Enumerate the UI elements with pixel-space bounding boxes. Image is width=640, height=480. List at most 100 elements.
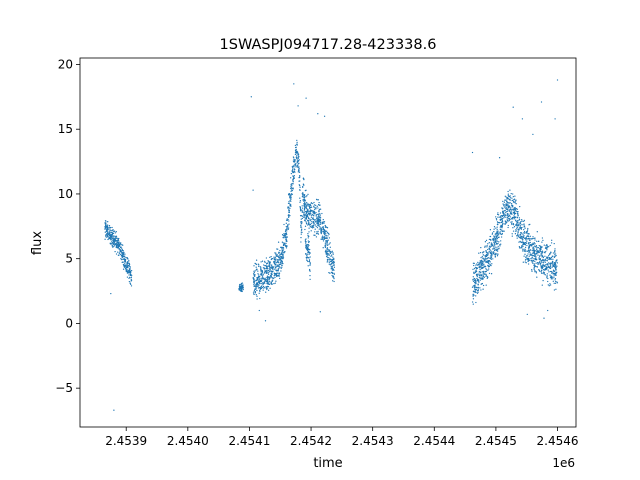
data-point	[286, 228, 288, 230]
data-point	[330, 254, 333, 256]
data-point	[313, 211, 316, 213]
data-point	[536, 261, 539, 264]
data-point	[268, 277, 271, 280]
data-point	[305, 240, 307, 243]
data-point	[305, 97, 307, 99]
data-point	[491, 232, 494, 234]
data-point	[553, 265, 555, 267]
data-point	[555, 266, 557, 268]
data-point	[325, 245, 327, 247]
data-point	[480, 283, 482, 285]
data-point	[522, 238, 524, 241]
data-point	[256, 295, 258, 297]
data-point	[241, 286, 243, 289]
data-point	[110, 239, 112, 241]
data-point	[490, 273, 493, 275]
data-point	[500, 243, 502, 245]
data-point	[273, 282, 275, 285]
data-point	[258, 282, 261, 284]
data-point	[556, 79, 559, 81]
data-point	[286, 218, 288, 220]
data-point	[281, 266, 283, 268]
data-point	[303, 184, 305, 186]
data-point	[484, 255, 486, 257]
x-tick-label: 2.4539	[105, 434, 147, 448]
data-point	[533, 263, 536, 265]
data-point	[330, 260, 332, 263]
data-point	[129, 271, 132, 273]
data-point	[329, 260, 331, 263]
data-point	[269, 287, 271, 289]
data-point	[130, 277, 132, 279]
data-point	[517, 213, 519, 215]
data-point	[505, 216, 507, 218]
data-point	[302, 177, 305, 179]
data-point	[496, 240, 498, 243]
data-point	[550, 256, 553, 259]
data-point	[512, 227, 514, 229]
data-point	[321, 236, 323, 238]
data-point	[482, 252, 484, 254]
data-point	[504, 214, 506, 217]
y-tick-label: 10	[58, 187, 73, 201]
data-point	[324, 251, 327, 253]
data-point	[324, 229, 326, 231]
x-tick-label: 2.4541	[228, 434, 270, 448]
data-point	[500, 216, 502, 219]
data-point	[120, 246, 122, 248]
x-axis: 2.4539 2.4540 2.4541 2.4542 2.4543 2.4544 2.45…	[105, 427, 579, 448]
data-point	[545, 259, 547, 262]
data-point	[518, 227, 520, 229]
data-point	[287, 224, 289, 226]
data-point	[501, 214, 504, 217]
data-point	[509, 216, 511, 218]
data-point	[124, 259, 126, 262]
data-point	[478, 273, 480, 275]
data-point	[541, 241, 543, 243]
data-point	[299, 207, 302, 209]
data-point	[107, 228, 109, 231]
data-point	[110, 231, 112, 233]
data-point	[260, 273, 263, 275]
data-point	[517, 230, 519, 232]
data-point	[131, 274, 133, 277]
data-point	[556, 262, 559, 264]
data-point	[472, 303, 474, 305]
data-point	[273, 257, 275, 260]
data-point	[266, 288, 268, 291]
data-point	[518, 247, 521, 249]
data-point	[294, 159, 296, 161]
data-point	[521, 247, 523, 249]
data-point	[264, 320, 267, 322]
data-point	[300, 208, 302, 211]
data-point	[500, 214, 503, 217]
data-point	[548, 262, 550, 264]
data-point	[308, 207, 311, 209]
data-point	[478, 264, 480, 266]
data-point	[496, 237, 499, 240]
data-point	[510, 203, 513, 205]
data-point	[289, 199, 291, 202]
data-point	[297, 171, 299, 173]
data-point	[502, 230, 504, 232]
data-point	[489, 261, 491, 263]
data-point	[481, 262, 484, 264]
data-point	[253, 289, 256, 292]
data-point	[281, 248, 283, 250]
data-point	[295, 149, 297, 151]
data-point	[555, 274, 557, 276]
data-point	[482, 254, 484, 256]
data-point	[512, 230, 515, 232]
data-point	[320, 227, 323, 229]
data-point	[529, 223, 531, 226]
data-point	[527, 260, 529, 263]
data-point	[523, 242, 525, 244]
data-point	[285, 229, 287, 231]
data-point	[128, 277, 130, 280]
data-point	[536, 240, 538, 242]
data-point	[524, 248, 526, 250]
data-point	[253, 283, 255, 286]
data-point	[551, 264, 554, 266]
data-point	[299, 200, 302, 202]
data-point	[277, 260, 279, 262]
